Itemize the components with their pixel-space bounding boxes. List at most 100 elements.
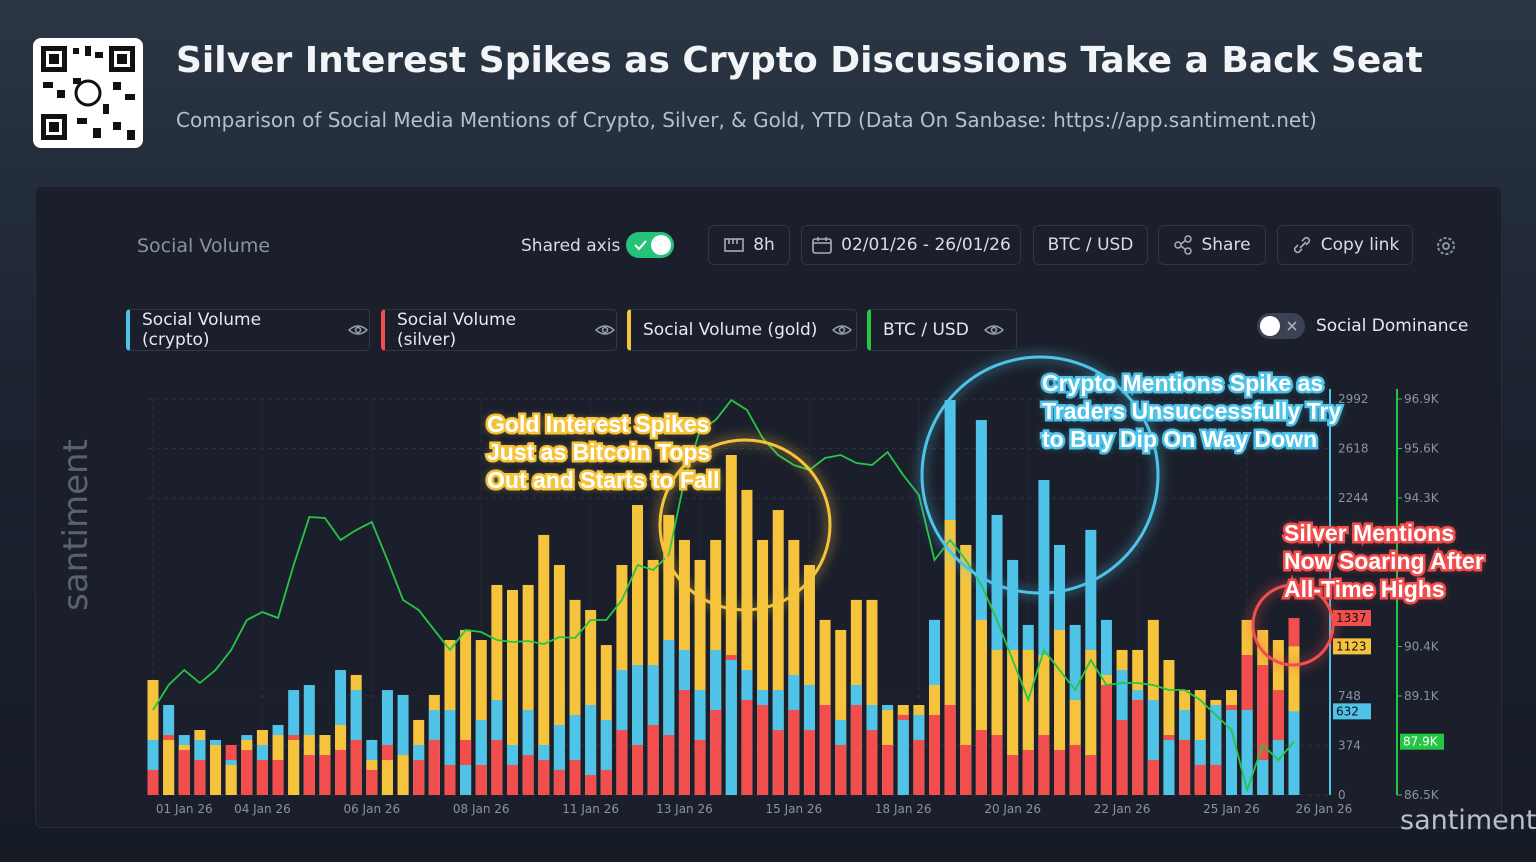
- bar: [194, 760, 206, 795]
- pair-button[interactable]: BTC / USD: [1033, 225, 1148, 265]
- value-badge: [1333, 638, 1371, 655]
- bar: [1163, 660, 1175, 795]
- annotation: Silver Mentions Now Soaring After All-Time…: [1282, 518, 1487, 605]
- bar: [272, 760, 284, 795]
- bar: [678, 690, 690, 795]
- copy-link-button[interactable]: Copy link: [1277, 225, 1413, 265]
- social-dominance-toggle[interactable]: [1257, 313, 1305, 339]
- bar: [381, 690, 393, 795]
- bar: [163, 739, 175, 795]
- y2-tick-label: 94.3K: [1404, 491, 1440, 505]
- bar: [897, 719, 909, 795]
- y2-tick-label: 95.6K: [1404, 442, 1440, 456]
- bar: [944, 705, 956, 795]
- y-tick-label: 748: [1338, 689, 1361, 703]
- bar: [506, 764, 518, 795]
- bar: [1054, 629, 1066, 795]
- value-label: 632: [1336, 704, 1359, 718]
- subtitle: Comparison of Social Media Mentions of C…: [176, 108, 1317, 132]
- annotation-line: Now Soaring After: [1282, 546, 1487, 577]
- annotation: Crypto Mentions Spike as Traders Unsucces…: [1039, 368, 1343, 455]
- bar: [1007, 649, 1019, 795]
- bar: [632, 744, 644, 795]
- visibility-icon[interactable]: [594, 322, 616, 338]
- bar: [397, 694, 409, 795]
- bar: [600, 719, 612, 795]
- bar: [444, 764, 456, 795]
- bar: [663, 640, 675, 795]
- value-badge: [1400, 733, 1444, 750]
- legend-item[interactable]: BTC / USD: [867, 309, 1017, 351]
- value-label: 1123: [1336, 639, 1367, 653]
- legend-item[interactable]: Social Volume (gold): [627, 309, 857, 351]
- bar: [819, 705, 831, 795]
- x-tick-label: 04 Jan 26: [234, 802, 291, 816]
- line: [152, 398, 1295, 794]
- x-tick-label: 08 Jan 26: [453, 802, 510, 816]
- annotation-line: Gold Interest Spikes: [485, 409, 712, 440]
- bar: [1100, 685, 1112, 795]
- bar: [725, 660, 737, 795]
- bar: [1179, 739, 1191, 795]
- bar: [397, 755, 409, 795]
- bar: [757, 705, 769, 795]
- bar: [381, 760, 393, 795]
- y2-tick-label: 96.9K: [1404, 392, 1440, 406]
- annotation-line: Silver Mentions: [1282, 518, 1457, 549]
- interval-button[interactable]: 8h: [708, 225, 790, 265]
- bar: [288, 739, 300, 795]
- bar: [553, 564, 565, 795]
- bar: [569, 714, 581, 795]
- bar: [850, 705, 862, 795]
- bar: [475, 640, 487, 795]
- bar: [616, 730, 628, 795]
- value-badge: [1333, 610, 1371, 627]
- bar: [1225, 710, 1237, 795]
- bar: [147, 739, 159, 795]
- pair: BTC / USD: [1047, 235, 1134, 255]
- annotation-circle: [920, 355, 1160, 595]
- value-label: 1337: [1336, 611, 1367, 625]
- value-label: 87.9K: [1403, 735, 1439, 749]
- visibility-icon[interactable]: [347, 322, 369, 338]
- x-tick-label: 06 Jan 26: [343, 802, 400, 816]
- x-tick-label: 01 Jan 26: [156, 802, 213, 816]
- date-range-button[interactable]: 02/01/26 - 26/01/26: [801, 225, 1021, 265]
- bar: [757, 539, 769, 795]
- bar: [1241, 710, 1253, 795]
- annotation-line: Out and Starts to Fall: [485, 465, 723, 496]
- bar: [241, 750, 253, 795]
- visibility-icon[interactable]: [983, 322, 1005, 338]
- annotation-line: All-Time Highs: [1282, 574, 1448, 605]
- bar: [882, 744, 894, 795]
- legend-label: BTC / USD: [883, 320, 969, 340]
- bar: [522, 710, 534, 795]
- bar: [835, 629, 847, 795]
- bar: [569, 760, 581, 795]
- bar: [772, 510, 784, 795]
- share-button[interactable]: Share: [1158, 225, 1266, 265]
- shared-axis-toggle[interactable]: [626, 232, 674, 258]
- bar: [428, 739, 440, 795]
- bar: [147, 679, 159, 795]
- settings-button[interactable]: [1434, 234, 1458, 258]
- bar: [350, 739, 362, 795]
- legend-item[interactable]: Social Volume (silver): [381, 309, 617, 351]
- x-tick-label: 25 Jan 26: [1203, 802, 1260, 816]
- value-badge: [1333, 703, 1371, 720]
- bar: [975, 730, 987, 795]
- bar: [1085, 755, 1097, 795]
- bar: [1147, 760, 1159, 795]
- bar: [585, 705, 597, 795]
- bar: [991, 735, 1003, 795]
- bar: [585, 609, 597, 795]
- visibility-icon[interactable]: [831, 322, 853, 338]
- bar: [460, 764, 472, 795]
- bar: [975, 420, 987, 795]
- x-tick-label: 22 Jan 26: [1094, 802, 1151, 816]
- bar: [585, 775, 597, 795]
- legend-label: Social Volume (gold): [643, 320, 818, 340]
- legend-item[interactable]: Social Volume (crypto): [126, 309, 370, 351]
